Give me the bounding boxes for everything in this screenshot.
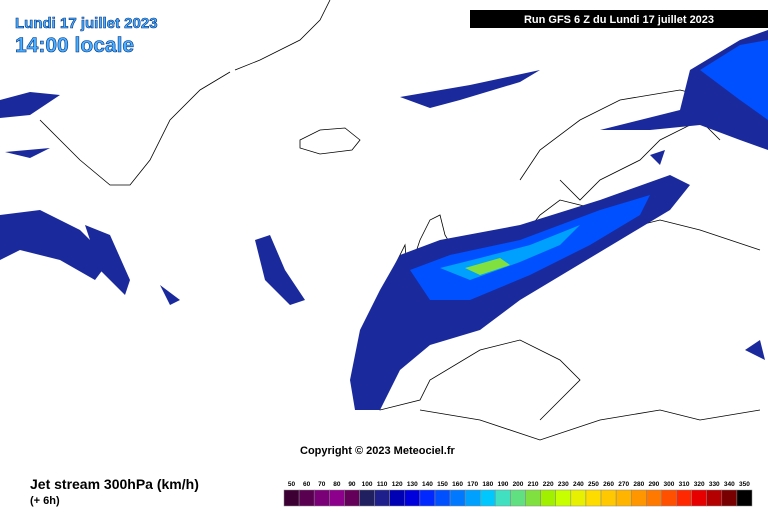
scale-label: 140 [422, 481, 433, 488]
scale-label: 110 [377, 481, 388, 488]
scale-label: 100 [362, 481, 373, 488]
scale-swatch [630, 489, 647, 507]
scale-label: 290 [648, 481, 659, 488]
scale-label: 250 [588, 481, 599, 488]
scale-swatch [389, 489, 406, 507]
scale-swatch [480, 489, 496, 507]
scale-label: 200 [513, 481, 524, 488]
run-label: Run GFS 6 Z du Lundi 17 juillet 2023 [524, 14, 714, 26]
scale-label: 350 [739, 481, 750, 488]
color-scale: 50 60 70 80 90 100 110 120 130 140 150 160 170 180 190… [283, 481, 753, 507]
scale-swatch [434, 489, 451, 507]
scale-label: 130 [407, 481, 418, 488]
scale-label: 150 [437, 481, 448, 488]
copyright: Copyright © 2023 Meteociel.fr [300, 445, 456, 457]
scale-label: 330 [709, 481, 720, 488]
scale-label: 80 [333, 481, 341, 488]
scale-label: 190 [497, 481, 508, 488]
scale-swatch [374, 489, 390, 507]
scale-swatch [419, 489, 436, 507]
scale-label: 320 [694, 481, 705, 488]
scale-label: 260 [603, 481, 614, 488]
scale-swatch [525, 489, 541, 507]
legend-title: Jet stream 300hPa (km/h) [30, 476, 199, 492]
scale-label: 220 [543, 481, 554, 488]
scale-label: 120 [392, 481, 403, 488]
scale-swatch [404, 489, 421, 507]
scale-label: 50 [288, 481, 296, 488]
date-label: Lundi 17 juillet 2023 [15, 15, 158, 32]
scale-swatch [495, 489, 511, 507]
scale-swatch [585, 489, 602, 507]
scale-swatch [706, 489, 723, 507]
scale-swatch [359, 489, 375, 507]
legend-step: (+ 6h) [30, 495, 60, 507]
scale-label: 60 [303, 481, 311, 488]
scale-swatch [313, 489, 330, 507]
scale-swatch [344, 489, 360, 507]
scale-swatch [721, 489, 738, 507]
scale-swatch [736, 489, 753, 507]
scale-label: 310 [679, 481, 690, 488]
time-label: 14:00 locale [15, 34, 134, 57]
scale-swatch [661, 489, 677, 507]
scale-swatch [540, 489, 556, 507]
scale-label: 300 [664, 481, 675, 488]
scale-label: 210 [528, 481, 539, 488]
scale-label: 90 [348, 481, 356, 488]
scale-swatch [691, 489, 707, 507]
scale-label: 160 [452, 481, 463, 488]
scale-label: 280 [633, 481, 644, 488]
scale-swatch [329, 489, 345, 507]
scale-swatch [449, 489, 466, 507]
scale-swatch [510, 489, 526, 507]
scale-label: 340 [724, 481, 735, 488]
scale-swatch [646, 489, 662, 507]
scale-swatch [283, 489, 300, 507]
scale-label: 230 [558, 481, 569, 488]
scale-swatch [676, 489, 692, 507]
run-banner [470, 10, 768, 28]
scale-label: 70 [318, 481, 326, 488]
jet-stream [0, 30, 768, 410]
scale-label: 240 [573, 481, 584, 488]
scale-label: 270 [618, 481, 629, 488]
scale-swatch [600, 489, 617, 507]
scale-swatch [555, 489, 572, 507]
scale-swatch [570, 489, 587, 507]
scale-swatch [464, 489, 481, 507]
scale-swatch [615, 489, 632, 507]
scale-label: 170 [467, 481, 478, 488]
scale-label: 180 [482, 481, 493, 488]
scale-swatch [298, 489, 315, 507]
